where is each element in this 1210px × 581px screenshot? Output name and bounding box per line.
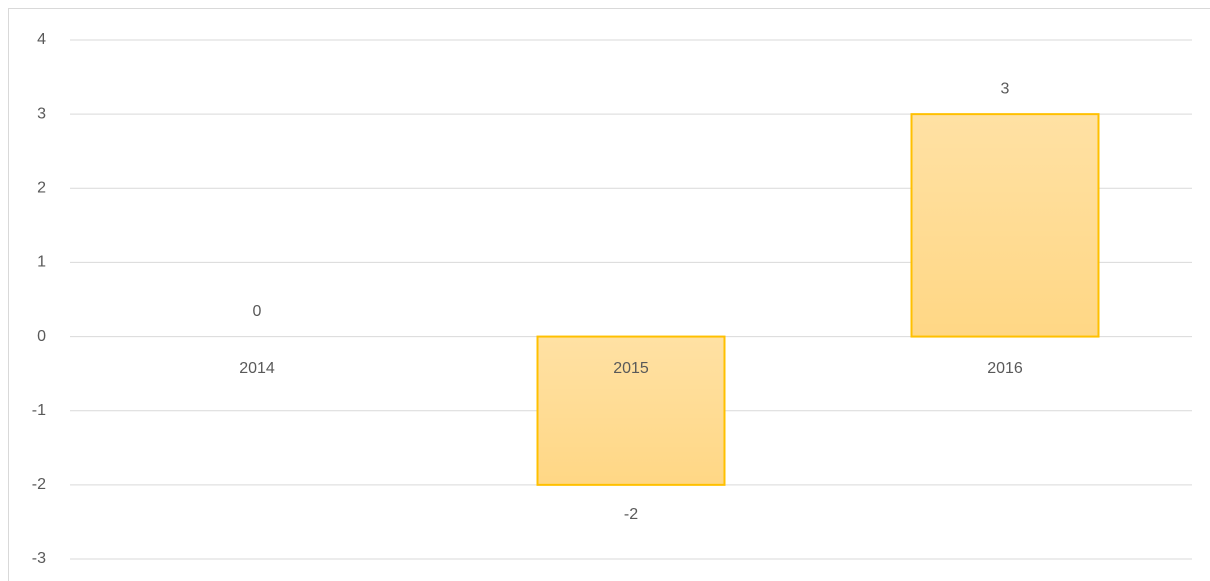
bar-sheen (538, 337, 724, 484)
chart-frame (8, 8, 1210, 581)
y-tick-label: 3 (37, 105, 46, 122)
y-tick-label: 0 (37, 328, 46, 345)
y-tick-label: 4 (37, 31, 46, 48)
y-tick-label: -3 (32, 550, 46, 567)
bar-sheen (912, 115, 1098, 336)
y-tick-label: -1 (32, 402, 46, 419)
data-label: 3 (1001, 80, 1010, 97)
y-tick-label: 1 (37, 254, 46, 271)
x-tick-label: 2015 (613, 360, 649, 377)
y-tick-label: 2 (37, 180, 46, 197)
data-label: 0 (253, 303, 262, 320)
data-label: -2 (624, 506, 638, 523)
y-tick-label: -2 (32, 476, 46, 493)
x-tick-label: 2016 (987, 360, 1023, 377)
x-tick-label: 2014 (239, 360, 275, 377)
